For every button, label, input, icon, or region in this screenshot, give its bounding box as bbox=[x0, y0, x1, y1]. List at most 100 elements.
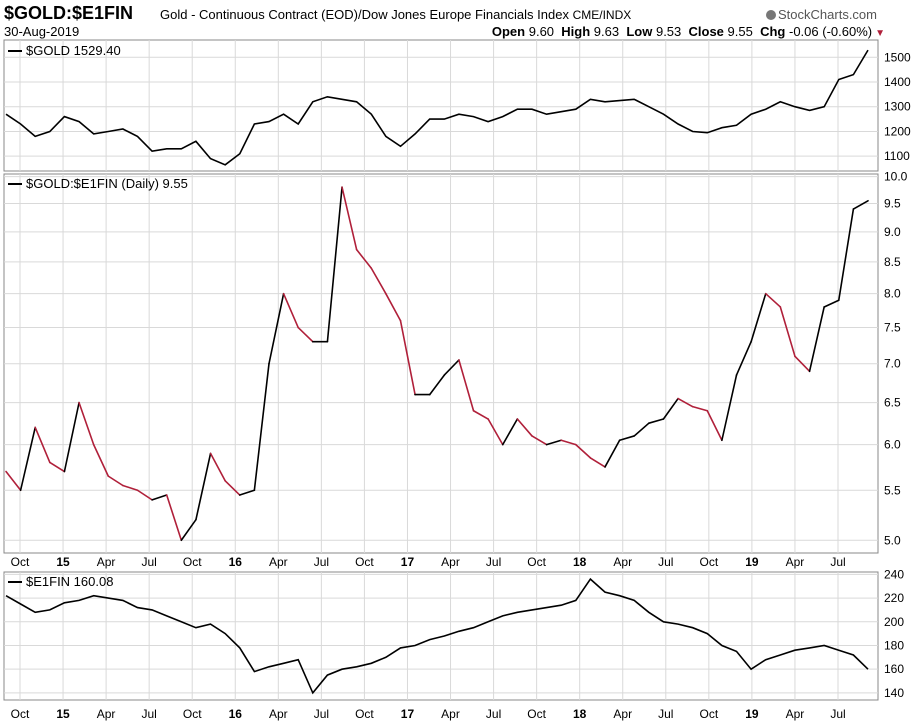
ratio-segment bbox=[574, 443, 592, 459]
x-tick-label: 16 bbox=[229, 555, 243, 569]
x-tick-label: Apr bbox=[97, 707, 116, 721]
chart-date: 30-Aug-2019 bbox=[4, 24, 80, 39]
y-tick-label: 1100 bbox=[884, 149, 910, 163]
ratio-segment bbox=[253, 362, 270, 492]
x-tick-label: Jul bbox=[486, 707, 501, 721]
x-tick-label: Jul bbox=[486, 555, 501, 569]
ratio-segment bbox=[78, 401, 95, 446]
y-tick-label: 8.5 bbox=[884, 255, 901, 269]
ratio-segment bbox=[195, 452, 212, 521]
x-tick-label: Oct bbox=[183, 707, 202, 721]
e1fin-panel-frame bbox=[3, 571, 879, 701]
x-tick-label: Oct bbox=[11, 707, 30, 721]
ratio-segment bbox=[341, 186, 358, 251]
x-tick-label: Jul bbox=[314, 555, 329, 569]
y-tick-label: 6.0 bbox=[884, 438, 901, 452]
y-tick-label: 9.0 bbox=[884, 225, 901, 239]
stockcharts-logo-icon bbox=[766, 10, 777, 20]
x-tick-label: Jul bbox=[141, 707, 156, 721]
y-tick-label: 240 bbox=[884, 567, 904, 581]
ratio-segment bbox=[443, 359, 460, 376]
chart-description: Gold - Continuous Contract (EOD)/Dow Jon… bbox=[160, 7, 631, 22]
ratio-segment bbox=[560, 439, 577, 446]
ratio-segment bbox=[721, 374, 738, 442]
y-tick-label: 160 bbox=[884, 662, 904, 676]
y-tick-label: 8.0 bbox=[884, 287, 901, 301]
y-tick-label: 1400 bbox=[884, 75, 911, 89]
ratio-segment bbox=[677, 397, 694, 408]
ratio-segment bbox=[165, 494, 183, 542]
ratio-segment bbox=[648, 418, 665, 424]
x-tick-label: 15 bbox=[56, 707, 70, 721]
ratio-segment bbox=[808, 306, 825, 373]
x-tick-label: Oct bbox=[527, 707, 546, 721]
ratio-segment bbox=[34, 426, 51, 464]
x-tick-label: Oct bbox=[700, 555, 719, 569]
ratio-y-axis: 5.0 5.5 6.0 6.5 7.0 7.5 8.0 8.5 9.0 9.5 10.0 bbox=[884, 170, 908, 548]
ratio-segment bbox=[63, 401, 80, 473]
ratio-segment bbox=[706, 409, 723, 442]
brand-link[interactable]: StockCharts.com bbox=[766, 7, 877, 22]
close-label: Close bbox=[688, 24, 724, 39]
x-tick-label: Apr bbox=[786, 707, 805, 721]
ratio-x-axis: Oct 15 Apr Jul Oct 16 Apr Jul Oct 17 Apr Jul Oct 18 Ap… bbox=[11, 555, 846, 569]
ratio-segment bbox=[531, 435, 548, 446]
ratio-segment bbox=[823, 299, 840, 308]
x-tick-label: Jul bbox=[658, 707, 673, 721]
chg-label: Chg bbox=[760, 24, 786, 39]
ratio-segment bbox=[180, 518, 197, 542]
low-label: Low bbox=[626, 24, 653, 39]
y-tick-label: 1200 bbox=[884, 124, 911, 138]
x-tick-label: Apr bbox=[441, 555, 460, 569]
ratio-segment bbox=[370, 267, 387, 295]
x-tick-label: Oct bbox=[527, 555, 546, 569]
ratio-segment bbox=[545, 439, 562, 446]
ratio-segment bbox=[779, 306, 796, 358]
ratio-segment bbox=[662, 397, 679, 420]
x-tick-label: 17 bbox=[401, 707, 415, 721]
high-label: High bbox=[561, 24, 591, 39]
ratio-segment bbox=[326, 186, 343, 343]
x-tick-label: 19 bbox=[745, 707, 759, 721]
x-tick-label: Apr bbox=[269, 555, 288, 569]
ratio-segment bbox=[618, 435, 636, 442]
y-tick-label: 6.5 bbox=[884, 396, 901, 410]
close-value: 9.55 bbox=[727, 24, 753, 39]
ratio-segment bbox=[92, 443, 110, 477]
ratio-segment bbox=[49, 461, 66, 473]
x-tick-label: Oct bbox=[11, 555, 30, 569]
x-tick-label: Apr bbox=[97, 555, 116, 569]
ratio-segment bbox=[750, 292, 767, 343]
y-tick-label: 220 bbox=[884, 591, 904, 605]
ratio-segment bbox=[428, 374, 446, 396]
ratio-segment bbox=[691, 405, 709, 412]
low-value: 9.53 bbox=[655, 24, 682, 39]
ratio-segment bbox=[136, 489, 153, 501]
quote-summary: Open 9.60 High 9.63 Low 9.53 Close 9.55 … bbox=[492, 24, 885, 39]
x-tick-label: Oct bbox=[183, 555, 202, 569]
ratio-segment bbox=[472, 409, 489, 420]
x-tick-label: 15 bbox=[56, 555, 70, 569]
ratio-segment bbox=[385, 292, 402, 322]
ratio-panel-label: $GOLD:$E1FIN (Daily) 9.55 bbox=[26, 176, 188, 191]
ratio-segment bbox=[19, 426, 37, 492]
y-tick-label: 200 bbox=[884, 615, 904, 629]
e1fin-y-axis: 140 160 180 200 220 240 bbox=[884, 567, 904, 700]
ratio-segment bbox=[224, 480, 241, 496]
ratio-segment bbox=[122, 484, 139, 492]
x-tick-label: Apr bbox=[613, 707, 632, 721]
y-tick-label: 5.0 bbox=[884, 533, 901, 547]
y-tick-label: 5.5 bbox=[884, 483, 901, 497]
gold-y-axis: 1100 1200 1300 1400 1500 bbox=[884, 50, 911, 163]
ratio-segment bbox=[209, 452, 226, 482]
e1fin-panel: 140 160 180 200 220 240 Oct 15 Apr Jul Oct 16 Apr Ju… bbox=[3, 567, 904, 721]
y-tick-label: 1300 bbox=[884, 100, 911, 114]
ratio-segment bbox=[487, 418, 504, 446]
ratio-segment bbox=[837, 208, 855, 302]
chart-symbol: $GOLD:$E1FIN bbox=[4, 3, 134, 23]
y-tick-label: 10.0 bbox=[884, 170, 908, 184]
ratio-segment bbox=[794, 355, 811, 373]
x-tick-label: Jul bbox=[314, 707, 329, 721]
ratio-segment bbox=[604, 439, 621, 468]
